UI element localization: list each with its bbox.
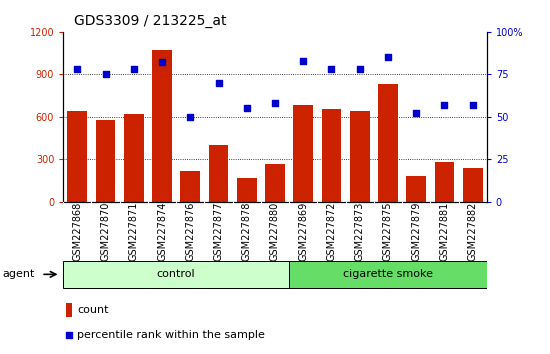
Bar bbox=[180, 171, 200, 202]
Bar bbox=[66, 303, 72, 317]
Bar bbox=[124, 114, 144, 202]
Text: agent: agent bbox=[3, 269, 35, 279]
Point bbox=[158, 59, 167, 65]
Point bbox=[299, 58, 307, 64]
Bar bbox=[293, 105, 313, 202]
Text: GSM227880: GSM227880 bbox=[270, 201, 280, 261]
Text: GSM227872: GSM227872 bbox=[327, 201, 337, 261]
Bar bbox=[68, 111, 87, 202]
Bar bbox=[378, 84, 398, 202]
Point bbox=[327, 67, 336, 72]
Text: GSM227878: GSM227878 bbox=[242, 201, 252, 261]
Bar bbox=[289, 261, 487, 288]
Point bbox=[214, 80, 223, 86]
Point bbox=[243, 105, 251, 111]
Text: GSM227877: GSM227877 bbox=[213, 201, 223, 261]
Bar bbox=[434, 162, 454, 202]
Text: GSM227875: GSM227875 bbox=[383, 201, 393, 261]
Point bbox=[186, 114, 195, 120]
Text: GSM227882: GSM227882 bbox=[468, 201, 477, 261]
Point bbox=[129, 67, 138, 72]
Bar bbox=[96, 120, 115, 202]
Bar bbox=[237, 178, 257, 202]
Text: percentile rank within the sample: percentile rank within the sample bbox=[77, 330, 265, 339]
Text: GSM227876: GSM227876 bbox=[185, 201, 195, 261]
Bar bbox=[406, 176, 426, 202]
Point bbox=[383, 55, 392, 60]
Text: control: control bbox=[157, 269, 195, 279]
Text: GSM227873: GSM227873 bbox=[355, 201, 365, 261]
Text: GSM227870: GSM227870 bbox=[101, 201, 111, 261]
Bar bbox=[463, 168, 482, 202]
Text: GSM227868: GSM227868 bbox=[73, 201, 82, 261]
Point bbox=[440, 102, 449, 108]
Text: cigarette smoke: cigarette smoke bbox=[343, 269, 433, 279]
Bar bbox=[322, 109, 342, 202]
Bar bbox=[208, 145, 228, 202]
Text: count: count bbox=[77, 305, 109, 315]
Bar bbox=[265, 164, 285, 202]
Text: GSM227881: GSM227881 bbox=[439, 201, 449, 261]
Point bbox=[271, 101, 279, 106]
Text: GSM227869: GSM227869 bbox=[298, 201, 308, 261]
Point bbox=[101, 72, 110, 77]
Bar bbox=[152, 50, 172, 202]
Text: GDS3309 / 213225_at: GDS3309 / 213225_at bbox=[74, 14, 227, 28]
Text: GSM227879: GSM227879 bbox=[411, 201, 421, 261]
Text: GSM227874: GSM227874 bbox=[157, 201, 167, 261]
Point bbox=[468, 102, 477, 108]
Bar bbox=[350, 111, 370, 202]
Point bbox=[355, 67, 364, 72]
Text: GSM227871: GSM227871 bbox=[129, 201, 139, 261]
Point bbox=[412, 110, 421, 116]
Bar bbox=[63, 261, 289, 288]
Point bbox=[64, 332, 73, 337]
Point bbox=[73, 67, 82, 72]
